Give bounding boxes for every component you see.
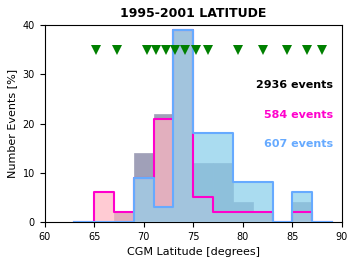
Bar [213, 163, 233, 222]
Bar [94, 192, 114, 222]
Bar [134, 178, 154, 222]
Bar [253, 212, 273, 222]
Bar [174, 30, 193, 222]
Bar [154, 207, 174, 222]
Bar [253, 212, 273, 222]
Bar [293, 202, 312, 222]
Bar [174, 30, 193, 222]
Bar [134, 153, 154, 222]
Bar [134, 178, 154, 222]
Bar [213, 133, 233, 222]
Text: 584 events: 584 events [264, 110, 333, 120]
Bar [293, 192, 312, 222]
Bar [293, 212, 312, 222]
Bar [193, 197, 213, 222]
Bar [233, 212, 253, 222]
Bar [154, 114, 174, 222]
Bar [193, 163, 213, 222]
Bar [213, 212, 233, 222]
Bar [193, 133, 213, 222]
Bar [174, 30, 193, 222]
Text: 2936 events: 2936 events [256, 80, 333, 90]
X-axis label: CGM Latitude [degrees]: CGM Latitude [degrees] [127, 247, 260, 257]
Title: 1995-2001 LATITUDE: 1995-2001 LATITUDE [120, 7, 267, 20]
Text: 607 events: 607 events [264, 139, 333, 149]
Bar [233, 182, 253, 222]
Bar [154, 119, 174, 222]
Bar [114, 212, 134, 222]
Bar [233, 202, 253, 222]
Bar [253, 182, 273, 222]
Bar [114, 212, 134, 222]
Y-axis label: Number Events [%]: Number Events [%] [7, 69, 17, 178]
